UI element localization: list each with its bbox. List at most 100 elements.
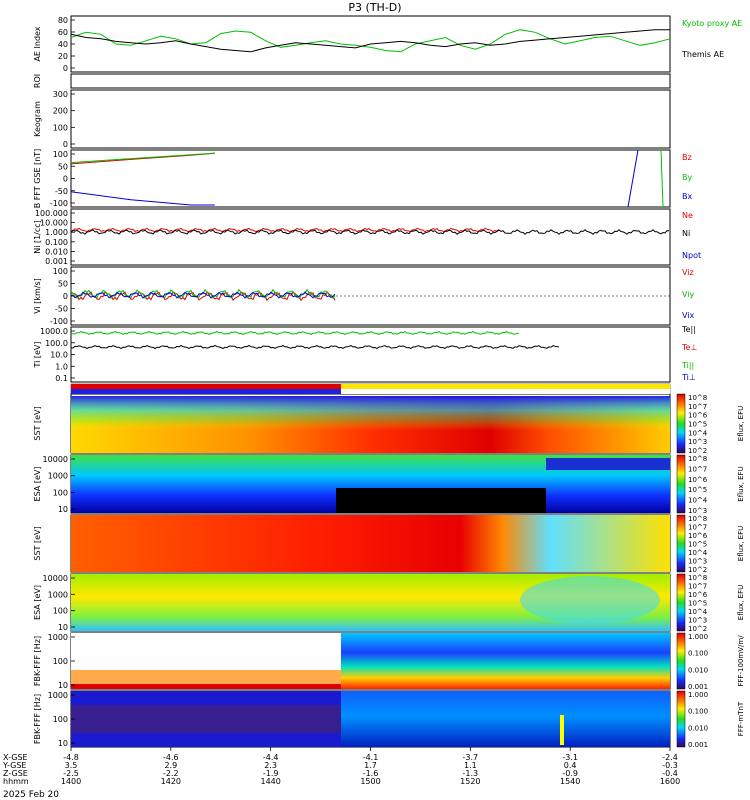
series-line: [70, 191, 215, 206]
series-line: [70, 152, 215, 164]
ephem-value: -2.4: [662, 753, 678, 762]
series-trace: [70, 290, 336, 302]
colorbar-tick: 10^8: [688, 574, 707, 582]
colorbar-tick: 10^5: [688, 541, 707, 549]
ephem-value: 0.4: [564, 761, 577, 770]
colorbar-tick: 10^6: [688, 532, 708, 540]
y-tick-label: -100: [50, 199, 68, 208]
colorbar-tick: 10^3: [688, 558, 707, 566]
y-tick-label: 1000: [48, 472, 68, 481]
ephem-value: -0.4: [662, 769, 678, 778]
colorbar-tick: 10^4: [688, 549, 708, 557]
series-trace: [70, 291, 336, 299]
ephem-value: 1.1: [464, 761, 477, 770]
ephem-value: -2.2: [163, 769, 179, 778]
colorbar-tick: 10^5: [688, 486, 707, 494]
ephem-value: -4.6: [163, 753, 179, 762]
series-trace: [70, 288, 336, 300]
y-axis-label: SST [eV]: [33, 406, 42, 440]
y-tick-label: 100: [53, 488, 68, 497]
y-tick-label: 60: [58, 28, 68, 37]
y-tick-label: 100: [53, 150, 68, 159]
ephem-value: -1.9: [263, 769, 279, 778]
panel-frame: [70, 89, 671, 149]
legend-entry: Ti⊥: [681, 373, 696, 382]
ephem-label: hhmm: [3, 777, 29, 786]
colorbar-tick: 0.001: [688, 741, 708, 749]
y-tick-label: 1.000: [45, 228, 68, 237]
series-trace: [70, 330, 520, 336]
y-tick-label: 10.000: [40, 219, 68, 228]
ephem-label: X-GSE: [3, 753, 28, 762]
ephem-value: -4.8: [63, 753, 79, 762]
y-axis-label: B FFT GSE [nT]: [33, 149, 42, 209]
colorbar-tick: 1.000: [688, 691, 708, 699]
y-axis-label: SST [eV]: [33, 526, 42, 560]
legend-entry: Te||: [681, 325, 696, 334]
y-tick-label: 100: [53, 123, 68, 132]
y-axis-label: FBK-FFF [Hz]: [33, 636, 42, 686]
y-axis-label: ESA [eV]: [33, 585, 42, 620]
y-tick-label: -50: [55, 305, 68, 314]
colorbar-label: Eflux, EFU: [737, 466, 745, 501]
y-tick-label: 40: [58, 40, 68, 49]
axis-ticks: 8060402003002001000100500-50-100100.0001…: [35, 16, 75, 748]
by-jump: [660, 149, 664, 208]
y-axis-label: AE Index: [33, 26, 42, 61]
series-trace: [70, 229, 670, 235]
colorbar-tick: 10^4: [688, 608, 708, 616]
sst-electron-spectrogram: [71, 515, 670, 572]
legend-entry: Bz: [682, 153, 692, 162]
colorbar-label: Eflux, EFU: [737, 406, 745, 441]
ephem-value: 3.5: [65, 761, 78, 770]
colorbar-tick: 10^8: [688, 515, 707, 523]
ephem-value: 1.7: [364, 761, 377, 770]
y-tick-label: 100: [53, 267, 68, 276]
ephem-value: 2.3: [264, 761, 277, 770]
colorbar-label: Eflux, EFU: [737, 526, 745, 561]
ephem-value: -1.3: [463, 769, 479, 778]
y-tick-label: 1000: [48, 633, 68, 642]
ephem-label: Z-GSE: [3, 769, 28, 778]
colorbar-tick: 10^3: [688, 438, 707, 446]
orbit-flag-bar: [71, 384, 670, 394]
legend-entry: Vix: [682, 311, 695, 320]
colorbar-tick: 10^4: [688, 429, 708, 437]
ephem-value: -3.1: [562, 753, 578, 762]
colorbar: [676, 690, 686, 748]
ephem-value: -1.6: [363, 769, 379, 778]
y-tick-label: -50: [55, 187, 68, 196]
colorbar-tick: 10^7: [688, 403, 707, 411]
ephem-value: -0.3: [662, 761, 678, 770]
legend-entry: Themis AE: [681, 50, 724, 59]
colorbar-tick: 0.001: [688, 683, 708, 691]
chart-title: P3 (TH-D): [348, 1, 401, 14]
ephem-value: 1400: [61, 777, 81, 786]
colorbar-tick: 0.010: [688, 666, 708, 674]
ephemeris-table: X-GSEY-GSEZ-GSEhhmm-4.83.5-2.51400-4.62.…: [2, 747, 680, 786]
ephem-value: 1420: [161, 777, 181, 786]
y-tick-label: 0.001: [45, 257, 68, 266]
y-axis-label: Vi [km/s]: [33, 278, 42, 314]
esa-ion-spectrogram: [71, 455, 670, 513]
legend-entry: Te⊥: [681, 343, 697, 352]
sst-ion-spectrogram: [71, 396, 670, 453]
y-tick-label: 50: [58, 162, 68, 171]
panel-frame: [70, 73, 671, 89]
y-axis-label: Keogram: [33, 101, 42, 137]
y-axis-labels: AE Index ROI Keogram B FFT GSE [nT] Ni [1/cc…: [33, 26, 42, 744]
y-tick-label: -100: [50, 317, 68, 326]
ephem-label: Y-GSE: [2, 761, 26, 770]
colorbar-label: Eflux, EFU: [737, 585, 745, 620]
y-tick-label: 100: [53, 657, 68, 666]
legend-entry: Npot: [682, 251, 701, 260]
legend-entry: By: [682, 173, 692, 182]
legend-entry: Viy: [682, 290, 695, 299]
y-tick-label: 10: [58, 739, 68, 748]
series-trace: [70, 344, 560, 350]
colorbar-tick: 0.100: [688, 650, 708, 658]
legend-entry: Kyoto proxy AE: [682, 19, 742, 28]
ephem-value: -4.4: [263, 753, 279, 762]
colorbar-tick: 10^2: [688, 625, 707, 633]
